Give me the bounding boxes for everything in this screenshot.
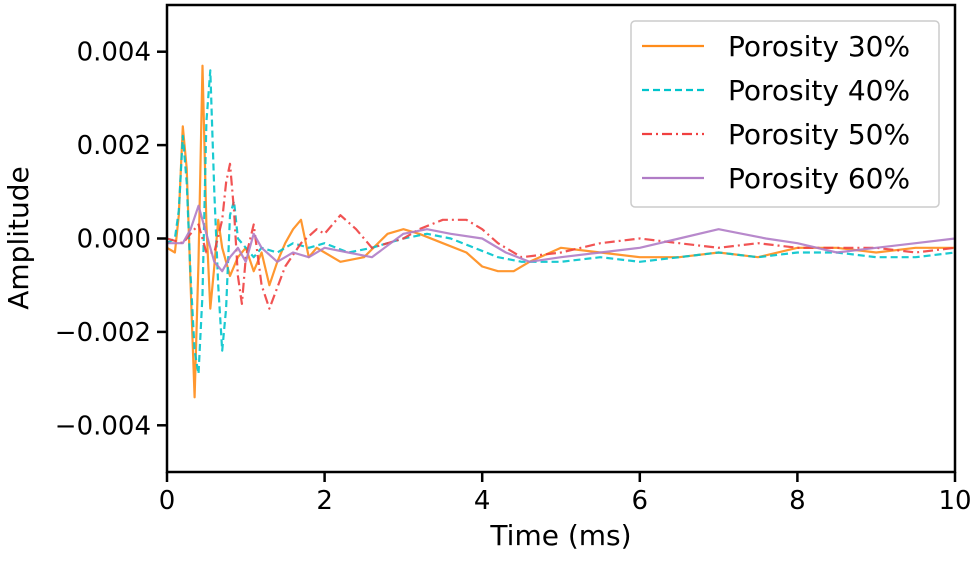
y-tick-label: −0.004	[55, 411, 151, 441]
series-line-porosity-60	[167, 204, 956, 273]
series-line-porosity-50	[166, 162, 956, 310]
y-tick-label: −0.002	[55, 318, 151, 348]
legend-label-porosity-40: Porosity 40%	[728, 74, 910, 107]
x-axis-label: Time (ms)	[489, 519, 631, 552]
x-tick-label: 8	[789, 486, 806, 516]
y-tick-label: 0.002	[77, 131, 151, 161]
y-axis: −0.004 −0.002 0.000 0.002 0.004	[55, 38, 167, 441]
legend: Porosity 30% Porosity 40% Porosity 50% P…	[630, 20, 940, 208]
legend-frame	[630, 20, 940, 208]
legend-label-porosity-30: Porosity 30%	[728, 30, 910, 63]
x-tick-label: 2	[316, 486, 333, 516]
legend-label-porosity-50: Porosity 50%	[728, 118, 910, 151]
series-line-porosity-40	[166, 69, 956, 375]
x-tick-label: 10	[938, 486, 971, 516]
x-axis: 0 2 4 6 8 10	[159, 472, 972, 516]
x-tick-label: 0	[159, 486, 176, 516]
x-tick-label: 4	[474, 486, 491, 516]
y-tick-label: 0.000	[77, 225, 151, 255]
y-axis-label: Amplitude	[2, 166, 35, 310]
y-tick-label: 0.004	[77, 38, 151, 68]
series-layer	[166, 64, 956, 399]
legend-label-porosity-60: Porosity 60%	[728, 162, 910, 195]
x-tick-label: 6	[632, 486, 649, 516]
